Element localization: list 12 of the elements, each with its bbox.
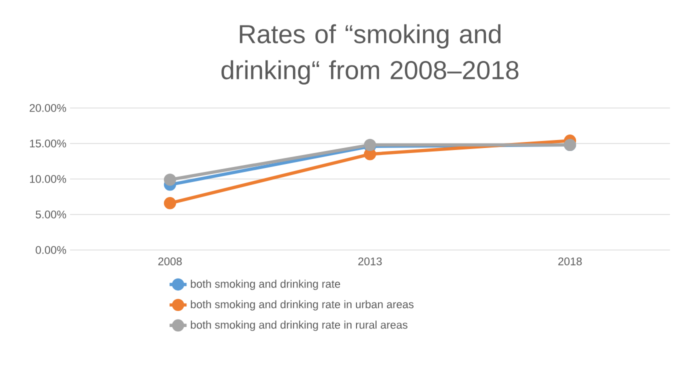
x-tick-label: 2013 xyxy=(358,258,382,266)
y-tick-label: 10.00% xyxy=(30,175,66,183)
y-tick-label: 15.00% xyxy=(30,140,66,148)
x-tick-label: 2018 xyxy=(558,258,582,266)
x-tick-label: 2008 xyxy=(158,258,182,266)
legend-label: both smoking and drinking rate in rural areas xyxy=(190,320,408,331)
y-tick-label: 20.00% xyxy=(30,104,66,112)
legend-label: both smoking and drinking rate in urban areas xyxy=(190,300,414,310)
legend-label: both smoking and drinking rate xyxy=(190,280,340,290)
y-tick-label: 5.00% xyxy=(36,210,66,218)
y-tick-label: 0.00% xyxy=(36,246,66,254)
chart-title: Rates of “smoking and drinking“ from 2008–2018 xyxy=(222,24,518,84)
